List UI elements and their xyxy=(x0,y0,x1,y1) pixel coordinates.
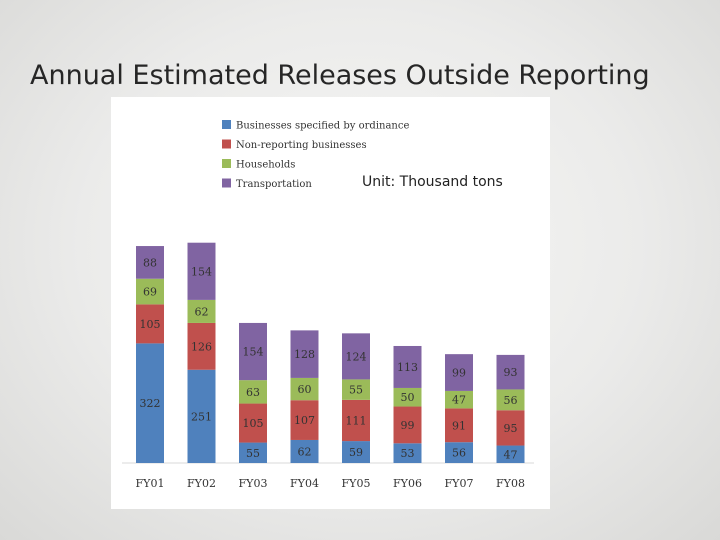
data-label-FY02-series-3: 154 xyxy=(191,265,212,278)
chart-legend: Businesses specified by ordinance Non-rep… xyxy=(222,120,409,190)
data-label-FY08-series-1: 95 xyxy=(504,422,518,435)
data-label-FY03-series-1: 105 xyxy=(243,417,264,430)
data-label-FY02-series-1: 126 xyxy=(191,340,212,353)
legend-label-2: Households xyxy=(236,160,295,171)
bar-FY06-series-3 xyxy=(393,345,422,388)
bar-FY01-series-0 xyxy=(136,343,164,463)
data-label-FY02-series-2: 62 xyxy=(195,305,209,318)
bar-FY06-series-1 xyxy=(393,406,422,444)
bar-FY03-series-0 xyxy=(239,442,267,463)
legend-label-1: Non-reporting businesses xyxy=(236,140,367,151)
bar-FY01-series-3 xyxy=(136,246,164,279)
data-label-FY07-series-1: 91 xyxy=(452,419,466,432)
data-label-FY07-series-2: 47 xyxy=(452,394,466,407)
bar-FY03-series-1 xyxy=(239,403,267,443)
data-label-FY08-series-2: 56 xyxy=(504,394,518,407)
legend-swatch-3 xyxy=(222,178,231,188)
bar-FY01-series-2 xyxy=(136,278,164,305)
legend-label-0: Businesses specified by ordinance xyxy=(236,121,409,132)
x-tick-FY07: FY07 xyxy=(445,477,474,490)
data-label-FY01-series-1: 105 xyxy=(140,318,161,331)
bar-FY08-series-1 xyxy=(496,410,525,446)
bar-FY07-series-2 xyxy=(445,390,473,409)
bar-FY05-series-3 xyxy=(342,333,370,380)
data-label-FY05-series-2: 55 xyxy=(349,384,363,397)
data-label-FY06-series-3: 113 xyxy=(397,361,418,374)
x-tick-FY01: FY01 xyxy=(136,477,165,490)
bar-FY06-series-2 xyxy=(393,387,422,407)
bar-FY05-series-1 xyxy=(342,399,370,442)
bar-FY04-series-1 xyxy=(290,400,319,440)
bar-FY04-series-0 xyxy=(290,439,319,463)
bar-FY08-series-2 xyxy=(496,389,525,411)
bar-FY01-series-1 xyxy=(136,304,164,344)
x-tick-labels: FY01 FY02 FY03 FY04 FY05 FY06 FY07 FY08 xyxy=(136,477,525,490)
data-label-FY05-series-3: 124 xyxy=(346,350,367,363)
data-label-FY06-series-2: 50 xyxy=(401,391,415,404)
bar-FY06-series-0 xyxy=(393,443,422,463)
legend-swatch-2 xyxy=(222,159,231,168)
bar-FY04-series-3 xyxy=(290,330,319,378)
legend-swatch-1 xyxy=(222,139,231,149)
bar-FY02-series-1 xyxy=(187,322,216,370)
data-label-FY04-series-3: 128 xyxy=(294,348,315,361)
x-tick-FY08: FY08 xyxy=(496,477,525,490)
x-tick-FY06: FY06 xyxy=(393,477,422,490)
data-label-FY05-series-0: 59 xyxy=(349,446,363,459)
bar-FY07-series-0 xyxy=(445,442,473,463)
data-label-FY01-series-3: 88 xyxy=(143,256,157,269)
bar-FY02-series-0 xyxy=(187,369,216,463)
data-label-FY03-series-2: 63 xyxy=(246,386,260,399)
x-tick-FY05: FY05 xyxy=(342,477,371,490)
data-label-FY02-series-0: 251 xyxy=(191,410,212,423)
legend-swatch-0 xyxy=(222,120,231,129)
data-label-FY01-series-0: 322 xyxy=(140,397,161,410)
bar-FY07-series-3 xyxy=(445,354,473,391)
data-label-FY04-series-0: 62 xyxy=(298,445,312,458)
x-tick-FY02: FY02 xyxy=(187,477,216,490)
bar-FY03-series-3 xyxy=(239,322,267,381)
data-label-FY04-series-2: 60 xyxy=(298,383,312,396)
x-tick-FY03: FY03 xyxy=(239,477,268,490)
data-label-FY07-series-3: 99 xyxy=(452,367,466,380)
bar-FY08-series-0 xyxy=(496,445,525,463)
unit-label: Unit: Thousand tons xyxy=(362,174,503,190)
data-label-FY08-series-0: 47 xyxy=(504,448,518,461)
bar-FY04-series-2 xyxy=(290,377,319,401)
data-label-FY03-series-3: 154 xyxy=(243,346,264,359)
data-label-FY06-series-0: 53 xyxy=(401,447,415,460)
bar-FY05-series-0 xyxy=(342,441,370,463)
data-label-FY04-series-1: 107 xyxy=(294,414,315,427)
bar-FY02-series-3 xyxy=(187,242,216,300)
chart-panel xyxy=(111,97,550,509)
bar-FY07-series-1 xyxy=(445,408,473,443)
data-label-FY05-series-1: 111 xyxy=(346,414,367,427)
data-label-FY06-series-1: 99 xyxy=(401,419,415,432)
bar-FY08-series-3 xyxy=(496,354,525,390)
data-label-FY07-series-0: 56 xyxy=(452,447,466,460)
bar-stacks: 322 105 69 88 251 126 62 154 55 105 63 154 62 107 60 12… xyxy=(136,242,525,463)
x-tick-FY04: FY04 xyxy=(290,477,319,490)
data-label-FY01-series-2: 69 xyxy=(143,286,157,299)
legend-label-3: Transportation xyxy=(236,179,312,190)
bar-FY02-series-2 xyxy=(187,299,216,323)
bar-FY05-series-2 xyxy=(342,379,370,400)
data-label-FY08-series-3: 93 xyxy=(504,366,518,379)
slide-title: Annual Estimated Releases Outside Report… xyxy=(30,60,650,91)
bar-FY03-series-2 xyxy=(239,380,267,404)
data-label-FY03-series-0: 55 xyxy=(246,447,260,460)
